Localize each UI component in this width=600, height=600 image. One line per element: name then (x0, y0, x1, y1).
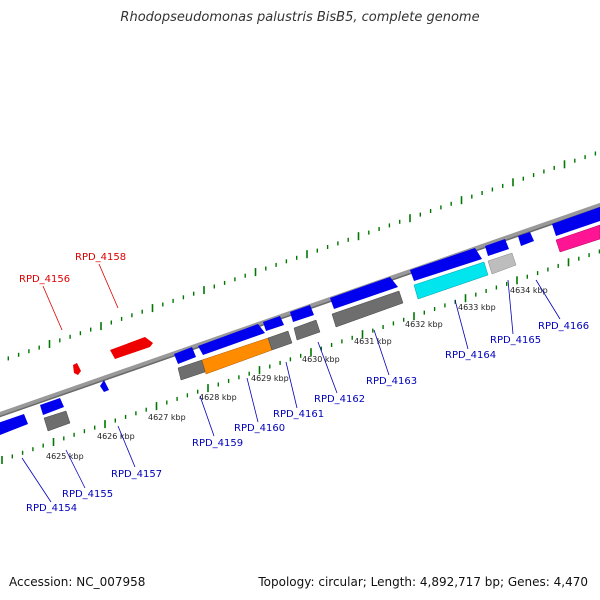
gene-label-rpd4158[interactable]: RPD_4158 (75, 252, 126, 263)
gene-label-rpd4161[interactable]: RPD_4161 (273, 409, 324, 420)
gene-label-rpd4159[interactable]: RPD_4159 (192, 438, 243, 449)
gene-rpd4166-a[interactable] (518, 232, 534, 246)
feature-grey-4159 (177, 359, 206, 381)
scale-label: 4625 kbp (46, 452, 84, 461)
feature-pink-4166 (555, 224, 600, 253)
scale-label: 4634 kbp (510, 286, 548, 295)
gene-rpd4158[interactable] (110, 337, 153, 359)
gene-rpd4162[interactable] (290, 305, 314, 322)
gene-rpd4165[interactable] (485, 239, 509, 256)
gene-rpd4163[interactable] (330, 277, 398, 309)
scale-label: 4632 kbp (405, 320, 443, 329)
gene-label-rpd4165[interactable]: RPD_4165 (490, 335, 541, 346)
scale-label: 4629 kbp (251, 374, 289, 383)
gene-label-rpd4156[interactable]: RPD_4156 (19, 274, 70, 285)
lower-ticks (1, 249, 600, 464)
scale-label: 4633 kbp (458, 303, 496, 312)
gene-rpd4155[interactable] (40, 398, 64, 415)
gene-rpd4157[interactable] (100, 380, 109, 392)
gene-rpd4166-b[interactable] (552, 207, 600, 236)
gene-rpd4164[interactable] (410, 248, 482, 281)
feature-grey-4163 (331, 290, 404, 328)
feature-grey-4161 (267, 330, 293, 351)
genome-summary-text: Topology: circular; Length: 4,892,717 bp… (258, 575, 588, 589)
gene-rpd4156[interactable] (73, 363, 81, 375)
accession-text: Accession: NC_007958 (9, 575, 146, 589)
upper-ticks (7, 151, 597, 361)
feature-grey-4155 (43, 410, 71, 432)
scale-label: 4630 kbp (302, 355, 340, 364)
gene-label-rpd4157[interactable]: RPD_4157 (111, 469, 162, 480)
gene-label-rpd4154[interactable]: RPD_4154 (26, 503, 77, 514)
scale-label: 4627 kbp (148, 413, 186, 422)
scale-label: 4626 kbp (97, 432, 135, 441)
gene-rpd4161[interactable] (263, 316, 284, 331)
gene-rpd4159[interactable] (174, 347, 196, 364)
scale-label: 4631 kbp (354, 337, 392, 346)
gene-label-rpd4162[interactable]: RPD_4162 (314, 394, 365, 405)
gene-label-rpd4160[interactable]: RPD_4160 (234, 423, 285, 434)
gene-rpd4160[interactable] (198, 324, 265, 355)
scale-label: 4628 kbp (199, 393, 237, 402)
gene-label-rpd4166[interactable]: RPD_4166 (538, 321, 589, 332)
gene-rpd4154[interactable] (0, 414, 28, 435)
feature-grey-4162 (293, 319, 321, 341)
gene-label-rpd4164[interactable]: RPD_4164 (445, 350, 496, 361)
feature-lightgrey-4165 (487, 252, 517, 275)
scale-labels: 4625 kbp 4626 kbp 4627 kbp 4628 kbp 4629… (46, 286, 548, 461)
forward-leaders (21, 279, 561, 503)
map-title: Rhodopseudomonas palustris BisB5, comple… (120, 10, 480, 25)
feature-cyan-4164 (413, 261, 489, 300)
gene-label-rpd4163[interactable]: RPD_4163 (366, 376, 417, 387)
gene-label-rpd4155[interactable]: RPD_4155 (62, 489, 113, 500)
reverse-leaders (42, 263, 119, 331)
